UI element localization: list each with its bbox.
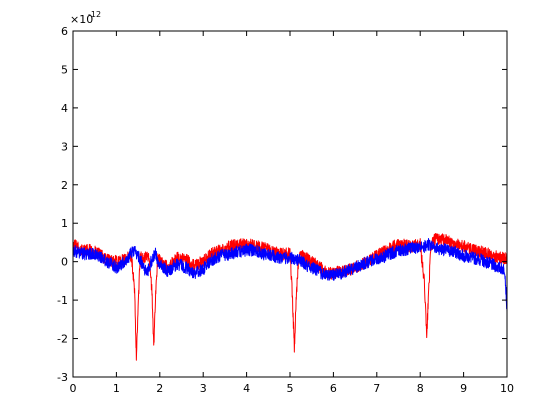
y-exponent-power: -12 bbox=[88, 10, 101, 19]
x-tick-label: 5 bbox=[287, 382, 294, 395]
x-tick-label: 2 bbox=[156, 382, 163, 395]
y-tick-label: 2 bbox=[61, 179, 68, 192]
y-tick-label: 0 bbox=[61, 256, 68, 269]
x-tick-label: 10 bbox=[500, 382, 514, 395]
y-tick-label: 1 bbox=[61, 217, 68, 230]
x-tick-label: 3 bbox=[200, 382, 207, 395]
x-tick-label: 1 bbox=[113, 382, 120, 395]
x-tick-label: 4 bbox=[243, 382, 250, 395]
x-tick-label: 7 bbox=[373, 382, 380, 395]
y-tick-label: 3 bbox=[61, 140, 68, 153]
x-tick-label: 0 bbox=[70, 382, 77, 395]
y-tick-label: -3 bbox=[57, 371, 68, 384]
y-exponent-prefix: ×10 bbox=[70, 13, 93, 26]
x-tick-label: 9 bbox=[460, 382, 467, 395]
series-layer bbox=[72, 232, 508, 361]
y-tick-label: 6 bbox=[61, 25, 68, 38]
series-line-1 bbox=[72, 232, 508, 361]
series-line-2 bbox=[72, 238, 508, 312]
x-tick-label: 8 bbox=[417, 382, 424, 395]
x-tick-label: 6 bbox=[330, 382, 337, 395]
y-tick-label: -1 bbox=[57, 294, 68, 307]
y-tick-label: 4 bbox=[61, 102, 68, 115]
y-tick-label: 5 bbox=[61, 63, 68, 76]
y-tick-label: -2 bbox=[57, 333, 68, 346]
axes-layer: 0 1 2 3 4 5 6 7 8 9 10 -3 -2 -1 0 1 2 3 4 5 6 bbox=[57, 25, 514, 395]
